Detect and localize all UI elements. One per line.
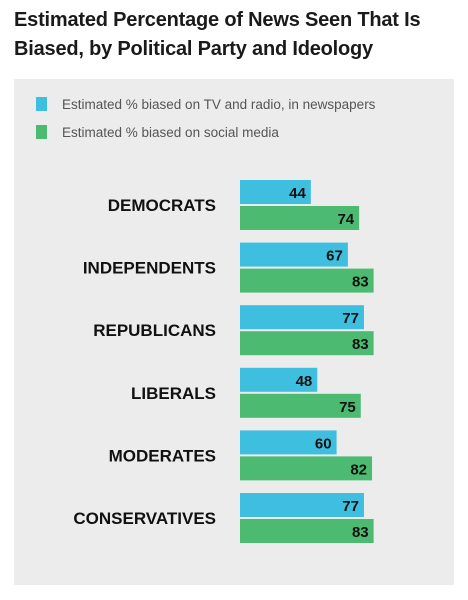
- value-label-traditional-liberals: 48: [296, 373, 313, 390]
- value-label-traditional-independents: 67: [326, 248, 343, 265]
- bar-social-republicans: [240, 331, 374, 356]
- bar-traditional-democrats: [240, 180, 311, 204]
- bar-social-democrats: [240, 206, 360, 230]
- legend-swatch-traditional: [36, 97, 47, 111]
- chart-title: Estimated Percentage of News Seen That I…: [14, 9, 421, 60]
- bar-social-conservatives: [240, 519, 374, 543]
- category-label-republicans: REPUBLICANS: [93, 321, 216, 340]
- value-label-social-republicans: 83: [352, 336, 369, 353]
- chart-panel: Estimated % biased on TV and radio, in n…: [14, 79, 454, 585]
- value-label-social-liberals: 75: [339, 399, 356, 416]
- value-label-social-moderates: 82: [350, 461, 367, 478]
- legend-swatch-social: [36, 125, 47, 139]
- category-label-democrats: DEMOCRATS: [108, 196, 216, 215]
- bar-social-moderates: [240, 456, 373, 481]
- legend-label-traditional: Estimated % biased on TV and radio, in n…: [62, 96, 376, 112]
- value-label-traditional-moderates: 60: [315, 435, 332, 452]
- value-label-traditional-republicans: 77: [342, 310, 359, 327]
- bar-traditional-liberals: [240, 367, 318, 392]
- bar-traditional-moderates: [240, 430, 337, 455]
- value-label-social-democrats: 74: [337, 211, 354, 228]
- legend-item-traditional: Estimated % biased on TV and radio, in n…: [36, 96, 375, 112]
- bar-traditional-republicans: [240, 305, 364, 330]
- bar-social-independents: [240, 268, 374, 293]
- value-label-traditional-democrats: 44: [289, 185, 306, 202]
- value-label-social-conservatives: 83: [352, 524, 369, 541]
- category-label-moderates: MODERATES: [109, 446, 216, 465]
- category-label-conservatives: CONSERVATIVES: [73, 509, 216, 528]
- category-label-liberals: LIBERALS: [131, 384, 216, 403]
- category-label-independents: INDEPENDENTS: [83, 259, 216, 278]
- bar-social-liberals: [240, 393, 361, 418]
- bar-traditional-conservatives: [240, 493, 364, 517]
- value-label-traditional-conservatives: 77: [342, 498, 359, 515]
- value-label-social-independents: 83: [352, 274, 369, 291]
- bar-traditional-independents: [240, 242, 348, 267]
- legend-item-social: Estimated % biased on social media: [36, 124, 279, 140]
- legend-label-social: Estimated % biased on social media: [62, 124, 279, 140]
